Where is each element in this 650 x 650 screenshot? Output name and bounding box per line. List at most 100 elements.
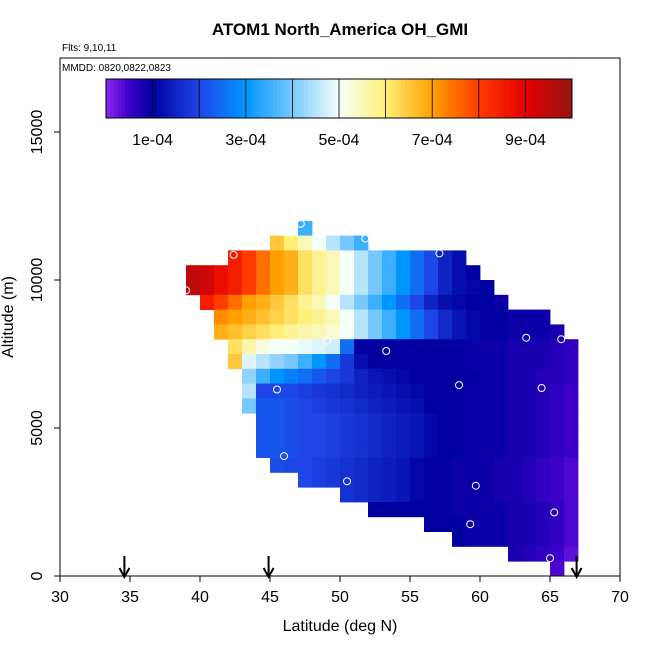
heatmap-cell bbox=[438, 265, 453, 281]
heatmap-cell bbox=[438, 502, 453, 518]
colorbar-segment bbox=[451, 79, 456, 118]
colorbar-segment bbox=[335, 79, 340, 118]
heatmap-cell bbox=[368, 324, 383, 340]
colorbar-segment bbox=[199, 79, 204, 118]
heatmap-cell bbox=[536, 368, 551, 384]
heatmap-cell bbox=[438, 487, 453, 503]
heatmap-cell bbox=[522, 442, 537, 458]
heatmap-cell bbox=[326, 250, 341, 266]
colorbar-segment bbox=[148, 79, 154, 118]
colorbar-segment bbox=[358, 79, 363, 118]
colorbar-segment bbox=[424, 79, 429, 118]
colorbar-segment bbox=[482, 79, 488, 118]
colorbar-segment bbox=[408, 79, 414, 118]
heatmap-cell bbox=[354, 487, 369, 503]
heatmap-cell bbox=[494, 309, 509, 325]
heatmap-cell bbox=[466, 442, 481, 458]
heatmap-cell bbox=[508, 354, 523, 370]
heatmap-cell bbox=[438, 428, 453, 444]
heatmap-cell bbox=[256, 250, 271, 266]
heatmap-cell bbox=[340, 265, 355, 281]
heatmap-cell bbox=[494, 383, 509, 399]
colorbar-segment bbox=[463, 79, 468, 118]
heatmap-cell bbox=[326, 309, 341, 325]
colorbar-segment bbox=[385, 79, 390, 118]
colorbar-segment bbox=[471, 79, 476, 118]
heatmap-cell bbox=[424, 398, 439, 414]
colorbar-segment bbox=[564, 79, 569, 118]
colorbar-segment bbox=[478, 79, 484, 118]
heatmap-cell bbox=[228, 309, 243, 325]
heatmap-cell bbox=[396, 428, 411, 444]
heatmap-cell bbox=[256, 339, 271, 355]
heatmap-cell bbox=[242, 339, 257, 355]
heatmap-cell bbox=[424, 442, 439, 458]
heatmap-cell bbox=[368, 398, 383, 414]
heatmap-cell bbox=[382, 502, 397, 518]
heatmap-cell bbox=[214, 265, 229, 281]
heatmap-cell bbox=[256, 354, 271, 370]
colorbar-tick-label: 3e-04 bbox=[225, 132, 266, 149]
heatmap-cell bbox=[410, 309, 425, 325]
heatmap-cells bbox=[186, 220, 579, 577]
heatmap-cell bbox=[564, 502, 579, 518]
heatmap-cell bbox=[340, 383, 355, 399]
heatmap-cell bbox=[298, 428, 313, 444]
heatmap-cell bbox=[354, 354, 369, 370]
observation-points bbox=[182, 219, 566, 563]
heatmap-cell bbox=[452, 428, 467, 444]
heatmap-cell bbox=[494, 354, 509, 370]
heatmap-cell bbox=[312, 235, 327, 251]
heatmap-cell bbox=[452, 502, 467, 518]
colorbar-segment bbox=[474, 79, 480, 118]
heatmap-cell bbox=[452, 398, 467, 414]
heatmap-cell bbox=[396, 472, 411, 488]
heatmap-cell bbox=[494, 502, 509, 518]
heatmap-cell bbox=[396, 487, 411, 503]
heatmap-cell bbox=[228, 280, 243, 296]
colorbar-segment bbox=[544, 79, 550, 118]
colorbar-segment bbox=[327, 79, 332, 118]
heatmap-cell bbox=[284, 235, 299, 251]
heatmap-cell bbox=[438, 398, 453, 414]
heatmap-cell bbox=[326, 294, 341, 310]
heatmap-cell bbox=[340, 398, 355, 414]
heatmap-cell bbox=[396, 250, 411, 266]
heatmap-cell bbox=[396, 265, 411, 281]
y-tick-label: 0 bbox=[29, 571, 46, 580]
colorbar-segment bbox=[436, 79, 441, 118]
colorbar-segment bbox=[152, 79, 157, 118]
heatmap-cell bbox=[550, 546, 565, 562]
heatmap-cell bbox=[382, 442, 397, 458]
heatmap-cell bbox=[466, 398, 481, 414]
heatmap-cell bbox=[284, 354, 299, 370]
heatmap-cell bbox=[298, 250, 313, 266]
heatmap-cell bbox=[298, 235, 313, 251]
heatmap-cell bbox=[382, 398, 397, 414]
heatmap-cell bbox=[354, 280, 369, 296]
colorbar-segment bbox=[498, 79, 503, 118]
heatmap-cell bbox=[424, 457, 439, 473]
heatmap-cell bbox=[438, 472, 453, 488]
colorbar-segment bbox=[129, 79, 134, 118]
heatmap-cell bbox=[270, 413, 285, 429]
colorbar-segment bbox=[121, 79, 126, 118]
colorbar-segment bbox=[381, 79, 387, 118]
heatmap-cell bbox=[284, 309, 299, 325]
heatmap-cell bbox=[242, 280, 257, 296]
heatmap-cell bbox=[382, 428, 397, 444]
heatmap-cell bbox=[312, 383, 327, 399]
observation-point bbox=[546, 554, 554, 563]
heatmap-cell bbox=[270, 442, 285, 458]
observation-point bbox=[361, 234, 370, 243]
heatmap-cell bbox=[326, 383, 341, 399]
heatmap-cell bbox=[550, 472, 565, 488]
heatmap-cell bbox=[508, 398, 523, 414]
heatmap-cell bbox=[536, 531, 551, 547]
heatmap-cell bbox=[396, 324, 411, 340]
heatmap-cell bbox=[550, 383, 565, 399]
heatmap-cell bbox=[382, 472, 397, 488]
heatmap-cell bbox=[410, 487, 425, 503]
colorbar-segment bbox=[517, 79, 523, 118]
colorbar-segment bbox=[568, 79, 573, 118]
